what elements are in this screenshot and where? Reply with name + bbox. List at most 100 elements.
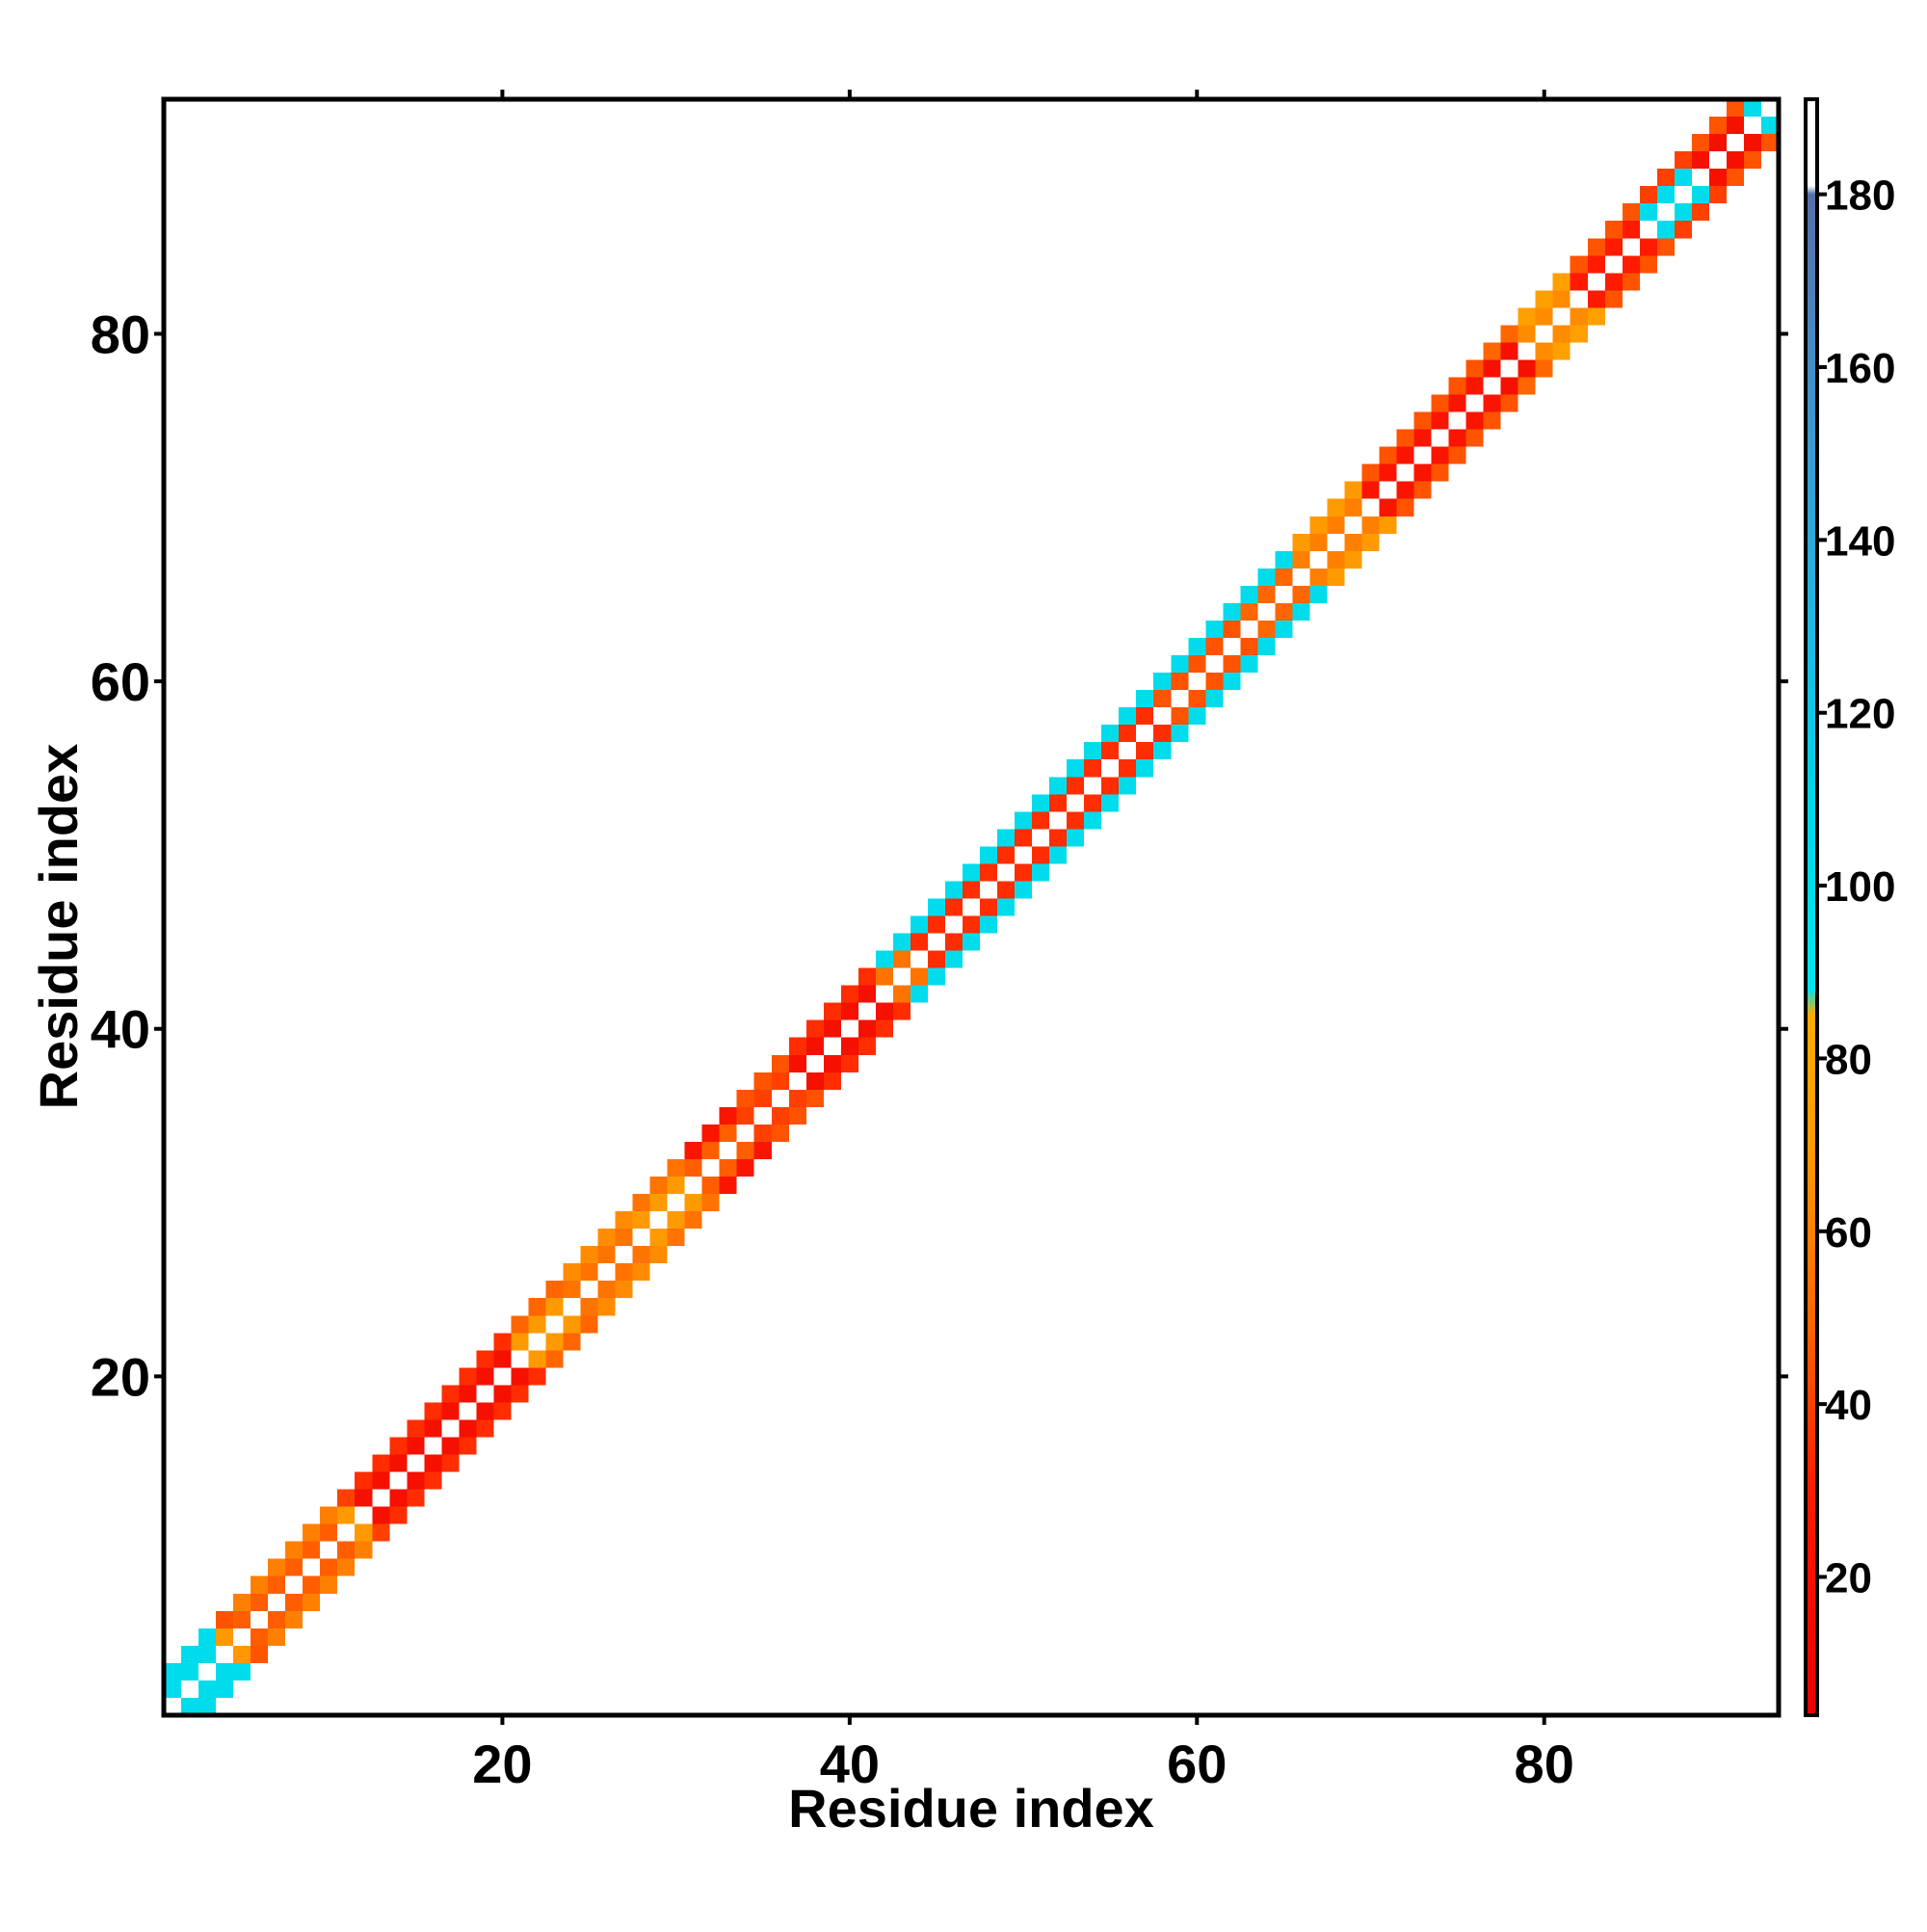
heatmap-cell bbox=[1691, 186, 1709, 204]
heatmap-cell bbox=[910, 967, 928, 986]
heatmap-cell bbox=[1587, 255, 1605, 274]
heatmap-cell bbox=[788, 1089, 806, 1107]
heatmap-cell bbox=[1500, 342, 1518, 360]
heatmap-cell bbox=[1552, 342, 1571, 360]
heatmap-cell bbox=[962, 881, 981, 899]
heatmap-cell bbox=[615, 1281, 633, 1299]
heatmap-cell bbox=[858, 1019, 876, 1038]
heatmap-cell bbox=[1518, 307, 1536, 326]
heatmap-cell bbox=[545, 1298, 564, 1316]
heatmap-cell bbox=[597, 1281, 616, 1299]
heatmap-cell bbox=[1257, 638, 1276, 656]
heatmap-cell bbox=[632, 1211, 650, 1230]
heatmap-cell bbox=[632, 1246, 650, 1264]
heatmap-cell bbox=[1136, 759, 1154, 778]
y-tick-label: 60 bbox=[91, 651, 150, 712]
heatmap-cell bbox=[545, 1350, 564, 1368]
heatmap-cell bbox=[1760, 134, 1779, 152]
heatmap-cell bbox=[1292, 533, 1310, 551]
heatmap-cell bbox=[1535, 307, 1553, 326]
heatmap-cell bbox=[1275, 550, 1293, 569]
heatmap-cell bbox=[649, 1177, 668, 1195]
heatmap-cell bbox=[1119, 725, 1137, 743]
heatmap-cell bbox=[1257, 585, 1276, 603]
heatmap-cell bbox=[389, 1489, 408, 1507]
heatmap-cell bbox=[1015, 811, 1033, 830]
heatmap-cell bbox=[927, 950, 945, 968]
heatmap-cell bbox=[1622, 203, 1640, 222]
heatmap-cell bbox=[233, 1645, 251, 1663]
heatmap-cell bbox=[424, 1402, 442, 1420]
heatmap-cell bbox=[1049, 829, 1068, 847]
heatmap-cell bbox=[719, 1124, 737, 1142]
heatmap-cell bbox=[910, 915, 928, 934]
heatmap-cell bbox=[407, 1437, 425, 1455]
heatmap-cell bbox=[1656, 169, 1675, 187]
heatmap-cell bbox=[1015, 829, 1033, 847]
heatmap-cell bbox=[962, 863, 981, 882]
heatmap-cell bbox=[632, 1263, 650, 1282]
heatmap-cell bbox=[164, 1680, 182, 1698]
heatmap-cell bbox=[216, 1610, 234, 1628]
heatmap-cell bbox=[1188, 690, 1206, 708]
heatmap-cell bbox=[1119, 707, 1137, 726]
heatmap-cell bbox=[632, 1194, 650, 1212]
colorbar-tick-label: 140 bbox=[1825, 517, 1895, 565]
heatmap-cell bbox=[1656, 238, 1675, 256]
heatmap-cell bbox=[459, 1385, 477, 1403]
heatmap-cell bbox=[285, 1593, 304, 1611]
heatmap-cell bbox=[580, 1315, 598, 1334]
x-axis-label: Residue index bbox=[788, 1778, 1154, 1839]
heatmap-cell bbox=[823, 1054, 841, 1072]
heatmap-cell bbox=[1726, 99, 1744, 118]
heatmap-cell bbox=[1153, 690, 1172, 708]
heatmap-cell bbox=[251, 1645, 269, 1663]
heatmap-cell bbox=[1518, 377, 1536, 395]
heatmap-cell bbox=[303, 1593, 321, 1611]
heatmap-cell bbox=[233, 1662, 251, 1681]
heatmap-cell bbox=[1136, 742, 1154, 760]
heatmap-cell bbox=[1708, 186, 1727, 204]
heatmap-cell bbox=[927, 898, 945, 916]
heatmap-cell bbox=[424, 1419, 442, 1438]
colorbar-tick-label: 180 bbox=[1825, 172, 1895, 220]
heatmap-cell bbox=[1240, 585, 1258, 603]
heatmap-cell bbox=[233, 1593, 251, 1611]
heatmap-cell bbox=[1327, 550, 1345, 569]
heatmap-cell bbox=[840, 985, 858, 1003]
heatmap-cell bbox=[1119, 759, 1137, 778]
heatmap-cell bbox=[372, 1454, 390, 1472]
heatmap-cell bbox=[1726, 151, 1744, 170]
heatmap-cell bbox=[580, 1246, 598, 1264]
heatmap-cell bbox=[1396, 446, 1414, 464]
heatmap-cell bbox=[1743, 151, 1761, 170]
heatmap-cell bbox=[1431, 411, 1449, 430]
heatmap-cell bbox=[997, 829, 1016, 847]
heatmap-cell bbox=[944, 898, 963, 916]
heatmap-cell bbox=[407, 1471, 425, 1490]
heatmap-cell bbox=[1518, 359, 1536, 378]
heatmap-cell bbox=[303, 1523, 321, 1542]
heatmap-cell bbox=[1292, 550, 1310, 569]
heatmap-cell bbox=[1379, 516, 1397, 534]
heatmap-cell bbox=[1570, 273, 1588, 291]
heatmap-cells bbox=[164, 99, 1779, 1715]
heatmap-cell bbox=[1448, 394, 1466, 412]
heatmap-cell bbox=[407, 1419, 425, 1438]
heatmap-cell bbox=[858, 967, 876, 986]
heatmap-cell bbox=[1188, 707, 1206, 726]
heatmap-cell bbox=[875, 950, 893, 968]
heatmap-cell bbox=[1223, 655, 1241, 674]
heatmap-cell bbox=[1327, 498, 1345, 516]
heatmap-cell bbox=[285, 1541, 304, 1559]
heatmap-cell bbox=[251, 1593, 269, 1611]
heatmap-cell bbox=[563, 1315, 581, 1334]
heatmap-cell bbox=[1604, 221, 1623, 239]
axes: 20 40 60 80 20 40 60 80 bbox=[91, 90, 1788, 1794]
colorbar-tick-label: 20 bbox=[1825, 1555, 1872, 1602]
heatmap-cell bbox=[753, 1089, 772, 1107]
heatmap-cell bbox=[1570, 307, 1588, 326]
heatmap-cell bbox=[788, 1106, 806, 1125]
heatmap-cell bbox=[980, 915, 998, 934]
heatmap-cell bbox=[251, 1628, 269, 1646]
